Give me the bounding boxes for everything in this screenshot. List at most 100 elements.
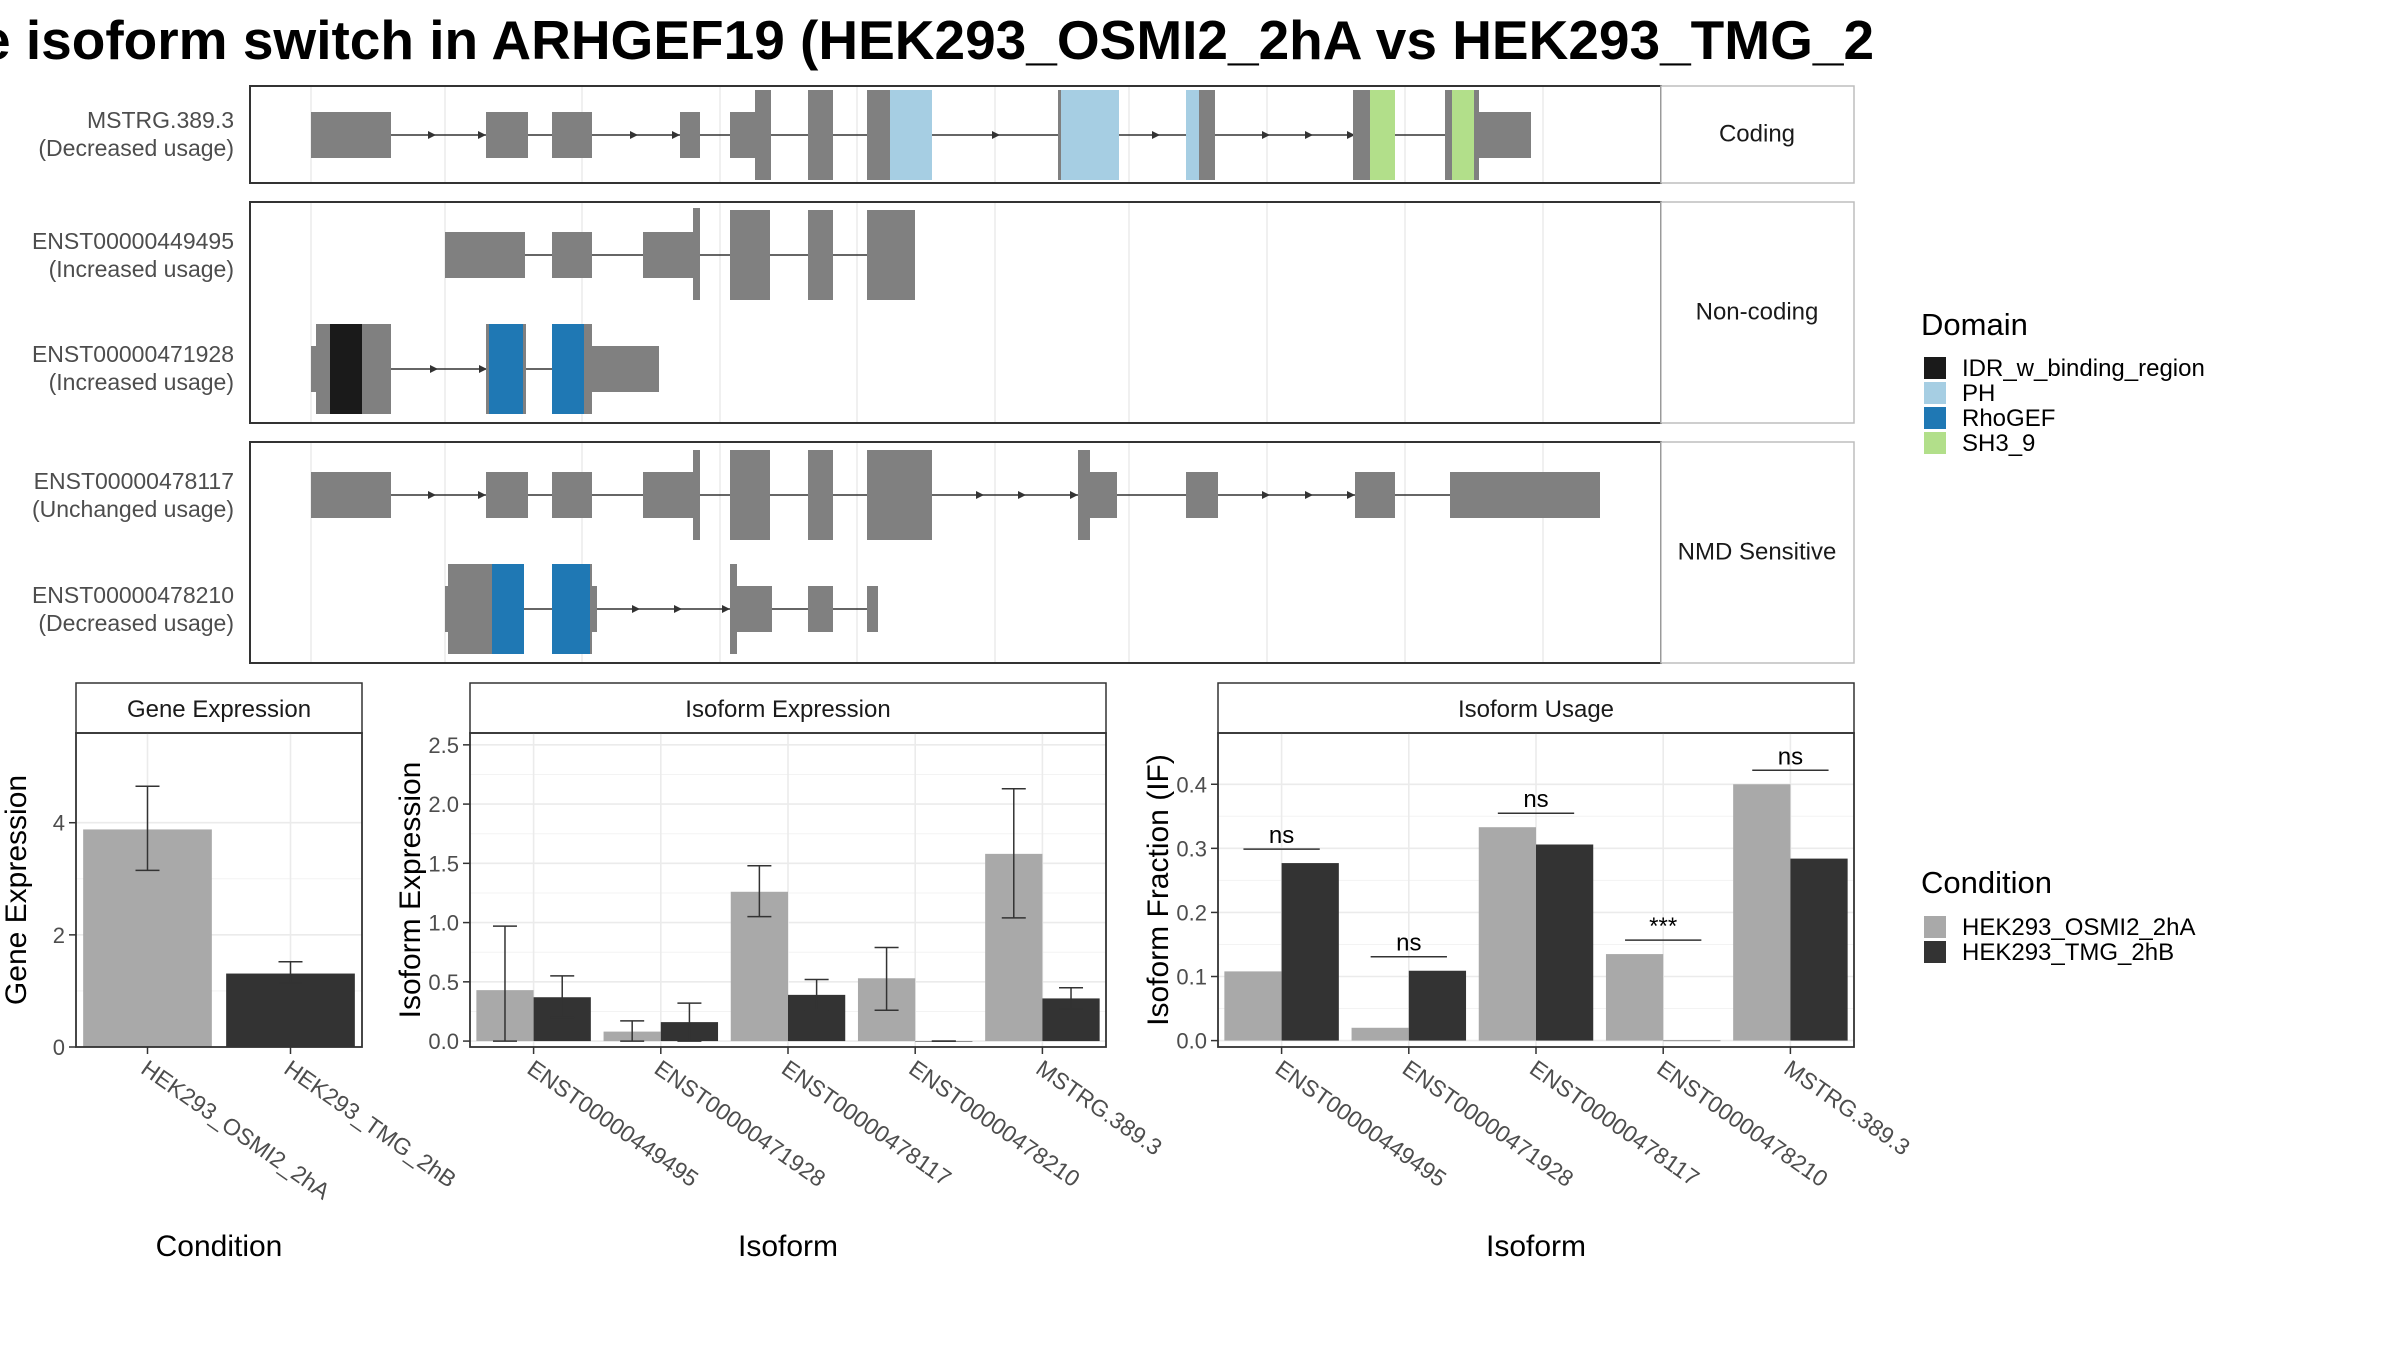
transcript-ENST00000471928: [311, 324, 659, 414]
isoform-usage-label: (Decreased usage): [38, 610, 234, 636]
y-axis-title: Isoform Expression: [394, 762, 427, 1019]
legend-key: [1924, 941, 1946, 963]
legend-label: PH: [1962, 380, 1995, 407]
exon: [643, 472, 693, 518]
isoform-usage-label: (Increased usage): [49, 369, 234, 395]
significance-label: ns: [1778, 743, 1803, 770]
error-bar: [804, 978, 829, 1012]
exon: [311, 472, 391, 518]
x-tick-label: MSTRG.389.3: [1032, 1055, 1167, 1161]
exon: [486, 472, 528, 518]
bar: [1408, 970, 1467, 1041]
x-axis-title: Isoform: [1486, 1230, 1586, 1263]
exon: [730, 450, 770, 540]
exon: [1445, 90, 1451, 180]
condition-legend-title: Condition: [1921, 865, 2052, 900]
exon: [1450, 472, 1600, 518]
exon: [808, 90, 833, 180]
domain-IDR_w_binding_region: [330, 324, 362, 414]
exon: [680, 112, 700, 158]
domain-RhoGEF: [489, 324, 523, 414]
chart-strip: [469, 682, 1107, 734]
exon: [1479, 112, 1531, 158]
y-axis-title: Gene Expression: [0, 775, 33, 1005]
exons: [311, 450, 1600, 540]
bar: [1605, 954, 1664, 1041]
legend-key: [1924, 916, 1946, 938]
isoform-usage-label: (Unchanged usage): [32, 496, 234, 522]
transcript-ENST00000449495: [445, 208, 915, 300]
exon: [1078, 450, 1090, 540]
intron-arrows: [428, 491, 1355, 499]
exon: [808, 450, 833, 540]
exon: [552, 112, 592, 158]
significance-label: ns: [1396, 930, 1421, 957]
error-bar: [677, 1002, 702, 1042]
exon: [808, 586, 833, 632]
exon: [867, 210, 915, 300]
error-bar: [1059, 987, 1084, 1010]
legend-label: SH3_9: [1962, 430, 2035, 457]
y-tick-label: 1.0: [428, 911, 459, 936]
legend-key: [1924, 357, 1946, 379]
y-tick-label: 0.4: [1176, 772, 1207, 797]
isoform-label: ENST00000478117: [34, 468, 234, 494]
coding-strip: [1660, 85, 1855, 184]
error-bar: [492, 925, 517, 1042]
intron-arrows: [632, 605, 730, 613]
y-tick-label: 0.0: [428, 1029, 459, 1054]
isoform-usage-label: (Decreased usage): [38, 135, 234, 161]
bar: [1478, 827, 1536, 1041]
bar: [226, 973, 355, 1047]
legend-key: [1924, 382, 1946, 404]
noncoding-strip: [1660, 201, 1855, 424]
significance-label: ns: [1523, 786, 1548, 813]
x-tick-label: MSTRG.389.3: [1780, 1055, 1915, 1161]
legend-label: HEK293_OSMI2_2hA: [1962, 914, 2195, 941]
legend-key: [1924, 432, 1946, 454]
exon: [448, 564, 493, 654]
y-tick-label: 2: [53, 923, 65, 948]
x-axis-title: Isoform: [738, 1230, 838, 1263]
exon: [552, 472, 592, 518]
domain-RhoGEF: [492, 564, 524, 654]
y-tick-label: 0: [53, 1035, 65, 1060]
exon: [1090, 472, 1117, 518]
exon: [693, 208, 700, 300]
isoform-label: ENST00000478210: [32, 582, 234, 608]
y-tick-label: 1.5: [428, 851, 459, 876]
figure-title-text: e isoform switch in ARHGEF19 (HEK293_OSM…: [0, 9, 1875, 71]
exon: [867, 450, 932, 540]
bar: [1351, 1027, 1409, 1041]
exon: [1353, 90, 1367, 180]
y-tick-label: 0.5: [428, 970, 459, 995]
transcript-MSTRG.389.3: [311, 90, 1531, 180]
chart-panel-2: Isoform Usagensnsns***ns0.00.10.20.30.4E…: [1142, 682, 1915, 1263]
error-bar: [278, 961, 303, 984]
exon: [1355, 472, 1395, 518]
x-axis-title: Condition: [156, 1230, 283, 1263]
strip-label-coding: Coding: [1719, 120, 1795, 147]
legend-key: [1924, 407, 1946, 429]
significance-label: ***: [1649, 913, 1677, 940]
domain-PH: [890, 90, 932, 180]
error-bar: [874, 946, 899, 1012]
chart-title: Isoform Usage: [1458, 696, 1614, 723]
domain-RhoGEF: [552, 324, 584, 414]
transcript-ENST00000478117: [311, 450, 1600, 540]
figure-title: e isoform switch in ARHGEF19 (HEK293_OSM…: [0, 8, 2400, 88]
isoform-label: ENST00000449495: [32, 228, 234, 254]
legend-label: HEK293_TMG_2hB: [1962, 939, 2174, 966]
exon: [808, 210, 833, 300]
error-bar: [550, 975, 575, 1019]
exon: [592, 346, 659, 392]
exon: [1199, 90, 1215, 180]
exon: [552, 232, 592, 278]
exon: [445, 232, 525, 278]
legend-label: RhoGEF: [1962, 405, 2055, 432]
error-bar: [135, 785, 160, 872]
chart-title: Gene Expression: [127, 696, 311, 723]
bar: [1790, 858, 1848, 1041]
exon: [867, 90, 890, 180]
